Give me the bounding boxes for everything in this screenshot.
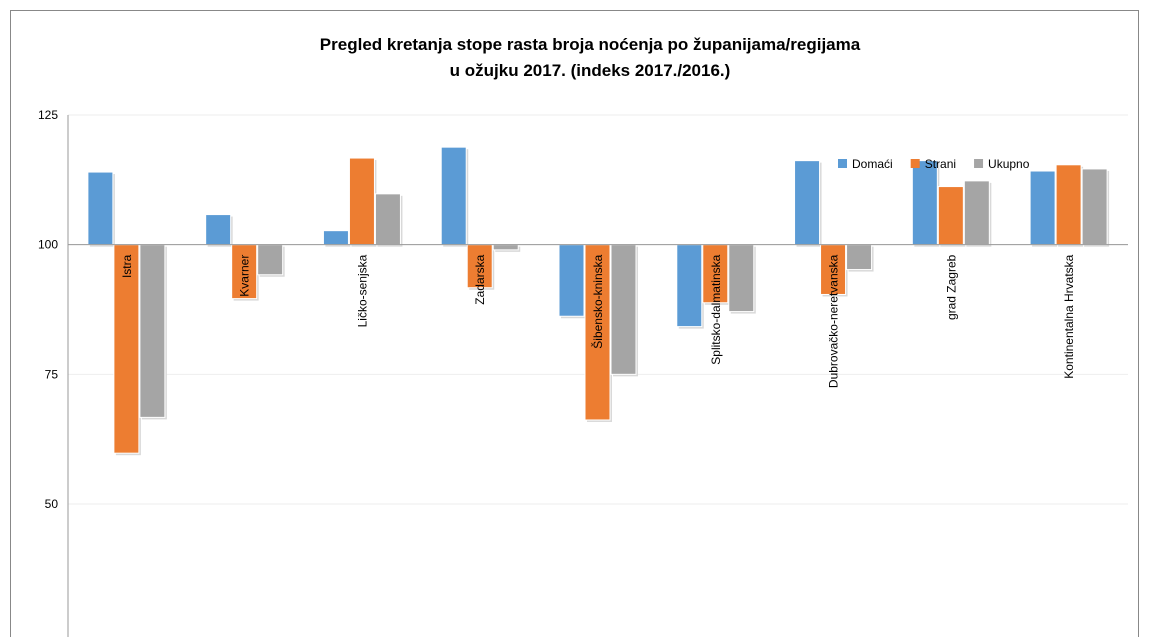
bar — [322, 230, 349, 246]
bar — [963, 180, 990, 246]
x-tick-label: Kontinentalna Hrvatska — [1062, 254, 1076, 378]
bar — [846, 244, 873, 271]
y-tick-label: 100 — [38, 238, 58, 252]
bar — [113, 244, 140, 454]
x-tick-label: Ličko-senjska — [355, 254, 369, 327]
x-tick-label: Istra — [120, 254, 134, 278]
bar — [937, 186, 964, 246]
bar — [374, 193, 401, 246]
bar — [558, 244, 585, 317]
bar — [1029, 170, 1056, 246]
x-tick-label: grad Zagreb — [944, 254, 958, 320]
x-tick-label: Šibensko-kninska — [590, 254, 605, 348]
x-tick-label: Zadarska — [473, 254, 487, 304]
chart-title: u ožujku 2017. (indeks 2017./2016.) — [450, 61, 731, 80]
bar — [702, 244, 729, 304]
y-tick-label: 125 — [38, 108, 58, 122]
bar — [205, 214, 232, 246]
legend-swatch — [910, 159, 920, 168]
legend-swatch — [838, 159, 847, 168]
bar — [466, 244, 493, 289]
legend-label: Ukupno — [988, 157, 1030, 171]
bar — [728, 244, 755, 313]
y-tick-label: 50 — [45, 497, 59, 511]
x-tick-label: Dubrovačko-neretvanska — [827, 254, 841, 388]
x-tick-label: Splitsko-dalmatinska — [709, 254, 723, 364]
legend-label: Strani — [925, 157, 956, 171]
bar — [348, 157, 375, 246]
legend-swatch — [974, 159, 984, 168]
y-tick-label: 75 — [45, 367, 59, 381]
bar — [911, 160, 938, 246]
chart-frame — [10, 10, 1139, 642]
bar — [1081, 168, 1108, 246]
bar — [676, 244, 703, 328]
bar — [440, 146, 467, 246]
legend-label: Domaći — [852, 157, 893, 171]
bar — [794, 160, 821, 246]
chart-title: Pregled kretanja stope rasta broja noćen… — [320, 35, 861, 54]
bar — [87, 171, 114, 246]
x-tick-label: Kvarner — [238, 255, 252, 297]
bar — [139, 244, 166, 418]
bar — [492, 244, 519, 251]
bar — [610, 244, 637, 375]
bar — [1055, 164, 1082, 246]
bar — [584, 244, 611, 421]
bar — [257, 244, 284, 276]
